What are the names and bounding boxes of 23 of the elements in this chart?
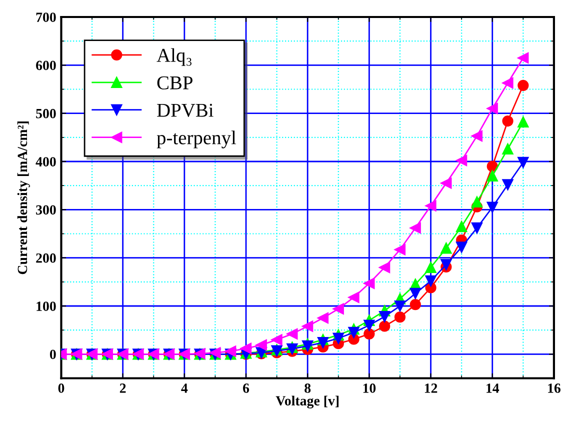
legend-label: CBP (157, 76, 192, 90)
y-tick-label: 400 (36, 157, 56, 166)
x-tick-label: 14 (486, 384, 500, 393)
x-tick-label: 2 (120, 384, 126, 393)
y-tick-label: 300 (36, 205, 56, 215)
x-tick-label: 4 (181, 384, 188, 393)
y-axis-title: Current density [mA/cm²] (17, 121, 30, 274)
x-axis-title: Voltage [v] (276, 396, 339, 408)
x-tick-label: 0 (58, 384, 64, 393)
y-tick-label: 700 (36, 12, 56, 22)
y-tick-label: 100 (36, 302, 56, 311)
x-tick-label: 12 (424, 384, 438, 393)
y-tick-label: 0 (50, 350, 56, 360)
x-tick-label: 8 (304, 384, 311, 393)
y-tick-label: 600 (36, 60, 56, 70)
legend-label: p-terpenyl (156, 130, 236, 148)
legend-label: Alq₃ (156, 48, 192, 66)
legend-label: DPVBi (157, 104, 214, 117)
x-tick-label: 10 (363, 384, 376, 393)
y-tick-label: 500 (36, 108, 56, 118)
x-tick-label: 16 (548, 384, 560, 393)
x-tick-label: 6 (243, 384, 250, 393)
y-tick-label: 200 (36, 253, 56, 263)
